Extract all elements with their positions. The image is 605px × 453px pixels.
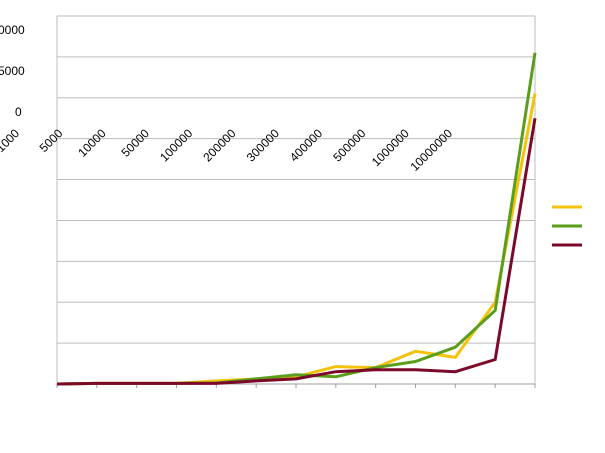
x-tick-label: 1000000 (369, 126, 412, 169)
gridlines (57, 16, 535, 388)
x-tick-label: 10000000 (407, 126, 455, 174)
y-tick-label: 5000 (0, 64, 25, 78)
x-tick-label: 100000 (157, 126, 195, 164)
x-tick-label: 300000 (244, 126, 282, 164)
x-tick-label: 1000 (0, 126, 22, 155)
x-tick-label: 5000 (37, 126, 66, 155)
x-tick-label: 200000 (200, 126, 238, 164)
x-tick-label: 500000 (330, 126, 368, 164)
legend (552, 207, 582, 245)
x-tick-label: 400000 (287, 126, 325, 164)
x-tick-labels: 1000 5000 10000 50000 100000 200000 300000 4000… (0, 126, 455, 174)
y-tick-label: 0000 (0, 23, 25, 37)
series-lines (57, 53, 535, 384)
y-tick-labels: 0000 5000 0 (0, 23, 25, 119)
x-tick-label: 50000 (119, 126, 153, 160)
y-tick-label: 0 (15, 105, 22, 119)
x-tick-label: 10000 (75, 126, 109, 160)
series-line-2 (57, 53, 535, 384)
